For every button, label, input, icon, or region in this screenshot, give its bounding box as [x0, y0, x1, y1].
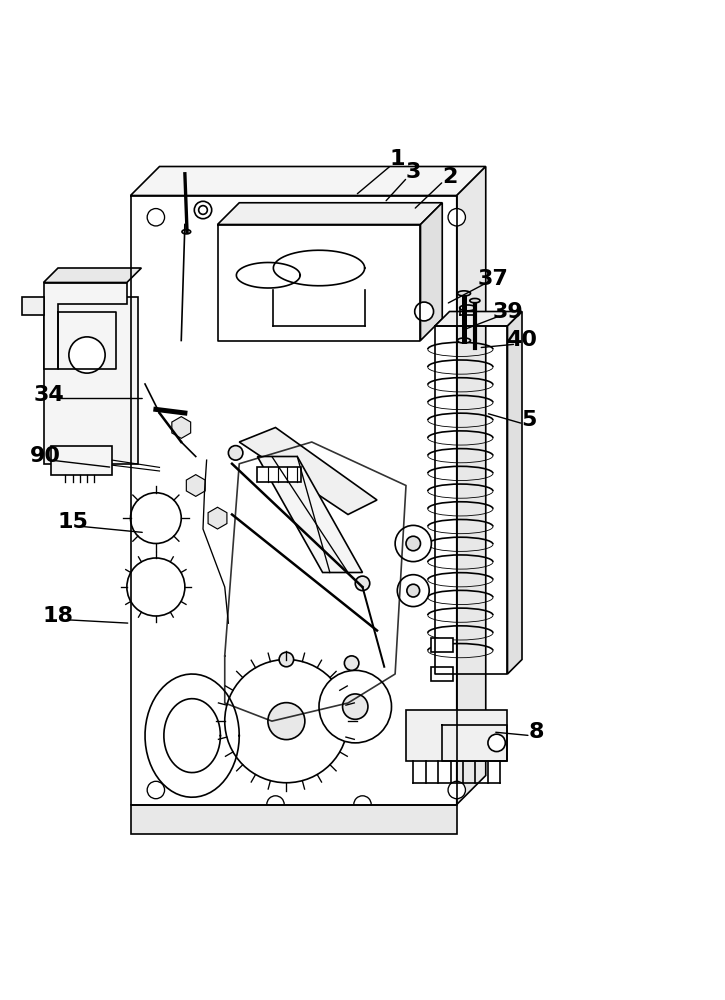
- Text: 2: 2: [442, 167, 457, 187]
- Polygon shape: [507, 312, 522, 674]
- Circle shape: [147, 781, 165, 799]
- Text: 3: 3: [405, 162, 421, 182]
- Polygon shape: [406, 710, 508, 761]
- Circle shape: [319, 670, 392, 743]
- Polygon shape: [257, 456, 362, 572]
- Circle shape: [268, 703, 304, 740]
- Polygon shape: [44, 297, 138, 464]
- Polygon shape: [44, 268, 141, 282]
- Text: 90: 90: [30, 446, 60, 466]
- Polygon shape: [186, 475, 205, 496]
- Text: 34: 34: [34, 385, 65, 405]
- Ellipse shape: [457, 338, 471, 343]
- Circle shape: [228, 446, 243, 460]
- Circle shape: [355, 576, 370, 591]
- Circle shape: [127, 558, 185, 616]
- Circle shape: [406, 536, 420, 551]
- Circle shape: [415, 302, 434, 321]
- Circle shape: [448, 209, 465, 226]
- Circle shape: [342, 694, 368, 719]
- Circle shape: [147, 209, 165, 226]
- Circle shape: [344, 656, 359, 670]
- Text: 40: 40: [507, 330, 537, 351]
- Polygon shape: [130, 166, 486, 196]
- Circle shape: [199, 206, 207, 214]
- Circle shape: [488, 734, 505, 752]
- Polygon shape: [208, 507, 227, 529]
- Circle shape: [267, 796, 284, 813]
- Polygon shape: [257, 467, 301, 482]
- Bar: [431, 667, 453, 681]
- Bar: [431, 638, 453, 652]
- Circle shape: [395, 525, 431, 562]
- Circle shape: [194, 201, 212, 219]
- Text: 18: 18: [43, 606, 73, 626]
- Text: 8: 8: [529, 722, 544, 742]
- Circle shape: [69, 337, 105, 373]
- Polygon shape: [22, 297, 44, 315]
- Polygon shape: [239, 428, 377, 514]
- Ellipse shape: [470, 298, 480, 303]
- Polygon shape: [420, 203, 442, 340]
- Text: 15: 15: [57, 512, 88, 532]
- Polygon shape: [218, 203, 442, 225]
- Text: 5: 5: [521, 410, 537, 430]
- Text: 39: 39: [492, 302, 523, 322]
- Polygon shape: [435, 312, 522, 326]
- Polygon shape: [172, 417, 191, 438]
- Circle shape: [407, 584, 420, 597]
- Polygon shape: [51, 446, 112, 475]
- Polygon shape: [44, 282, 127, 369]
- Ellipse shape: [182, 230, 191, 234]
- Circle shape: [448, 781, 465, 799]
- Polygon shape: [457, 166, 486, 804]
- Polygon shape: [130, 804, 457, 834]
- Circle shape: [354, 796, 371, 813]
- Circle shape: [130, 493, 181, 544]
- Circle shape: [279, 652, 294, 667]
- Circle shape: [397, 575, 429, 607]
- Text: 1: 1: [389, 149, 405, 169]
- Ellipse shape: [457, 291, 471, 296]
- Text: 37: 37: [478, 269, 508, 289]
- Ellipse shape: [460, 305, 476, 311]
- Circle shape: [225, 660, 348, 783]
